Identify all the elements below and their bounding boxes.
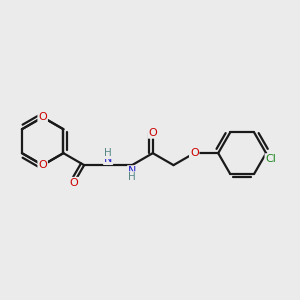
Text: Cl: Cl (266, 154, 276, 164)
Text: N: N (104, 154, 112, 164)
Text: O: O (148, 128, 157, 138)
Text: H: H (128, 172, 136, 182)
Text: O: O (70, 178, 78, 188)
Text: O: O (38, 160, 47, 170)
Text: H: H (104, 148, 112, 158)
Text: O: O (190, 148, 199, 158)
Text: N: N (128, 166, 136, 176)
Text: O: O (38, 112, 47, 122)
